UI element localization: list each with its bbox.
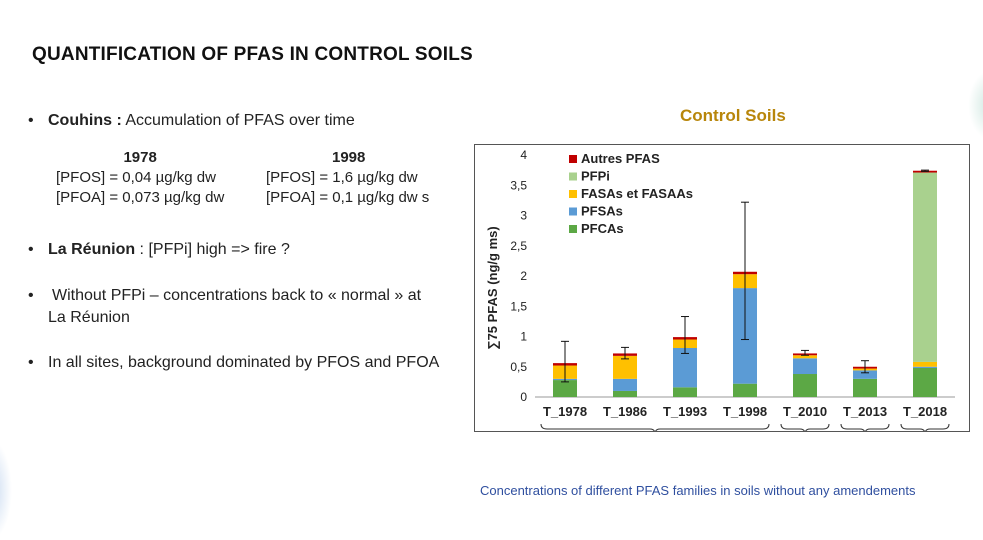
x-tick-label: T_1993 <box>663 404 707 419</box>
x-tick-label: T_1978 <box>543 404 587 419</box>
bullet-text-cont: La Réunion <box>48 309 130 326</box>
legend-label: PFCAs <box>581 221 624 236</box>
x-tick-label: T_1998 <box>723 404 767 419</box>
legend-swatch <box>569 225 577 233</box>
bullet-bold: La Réunion <box>48 241 136 258</box>
bar-segment <box>853 378 877 397</box>
legend-label: PFPi <box>581 169 610 184</box>
bullet-text: : [PFPi] high => fire ? <box>135 241 290 258</box>
bar-segment <box>673 347 697 388</box>
x-tick-label: T_2013 <box>843 404 887 419</box>
decor-shape-right <box>968 70 983 140</box>
y-tick-label: 4 <box>520 148 527 162</box>
y-tick-label: 1 <box>520 330 527 344</box>
y-tick-label: 2 <box>520 269 527 283</box>
decor-shape-left <box>0 440 12 540</box>
y-tick-label: 3,5 <box>510 178 527 192</box>
x-tick-label: T_2018 <box>903 404 947 419</box>
pfoa-value: [PFOA] = 0,1 µg/kg dw s <box>266 189 430 206</box>
bar-segment <box>733 383 757 397</box>
y-tick-label: 2,5 <box>510 239 527 253</box>
bar-segment <box>673 387 697 397</box>
legend-label: FASAs et FASAAs <box>581 186 693 201</box>
chart-title: Control Soils <box>680 106 786 125</box>
bar-segment <box>913 172 937 362</box>
group-brace <box>840 423 890 435</box>
y-tick-label: 1,5 <box>510 299 527 313</box>
bullet-dot: • <box>28 354 34 371</box>
bar-segment <box>913 361 937 367</box>
stacked-bar-chart: 0 0,5 1 1,5 2 2,5 3 3,5 4 T_1978 T_1986 T_1993 T_199… <box>485 148 955 453</box>
legend-swatch <box>569 172 577 181</box>
bullet-text: Without PFPi – concentrations back to « … <box>52 287 422 304</box>
legend-label: PFSAs <box>581 204 623 219</box>
legend-swatch <box>569 155 577 163</box>
chart-caption: Concentrations of different PFAS familie… <box>480 483 916 498</box>
y-tick-label: 0 <box>520 390 527 404</box>
slide-title: QUANTIFICATION OF PFAS IN CONTROL SOILS <box>32 44 473 65</box>
pfos-value: [PFOS] = 1,6 µg/kg dw <box>266 169 418 186</box>
group-brace <box>540 423 770 435</box>
legend-swatch <box>569 207 577 216</box>
bullet-bold: Couhins : <box>48 112 122 129</box>
bar-segment <box>613 390 637 397</box>
bar-segment <box>613 355 637 379</box>
bar-segment <box>913 367 937 397</box>
bullet-dot: • <box>28 241 34 258</box>
bullet-text: Accumulation of PFAS over time <box>121 112 355 129</box>
year-heading: 1998 <box>332 149 366 166</box>
legend-label: Autres PFAS <box>581 151 660 166</box>
legend-swatch <box>569 190 577 198</box>
x-tick-label: T_2010 <box>783 404 827 419</box>
bar-segment <box>613 378 637 391</box>
y-tick-label: 0,5 <box>510 360 527 374</box>
chart-frame: 0 0,5 1 1,5 2 2,5 3 3,5 4 T_1978 T_1986 T_1993 T_199… <box>474 144 970 453</box>
bar-segment <box>793 355 817 359</box>
bullet-dot: • <box>28 287 34 304</box>
year-block-1998: 1998 [PFOS] = 1,6 µg/kg dw [PFOA] = 0,1 … <box>266 148 429 208</box>
bullet-text: In all sites, background dominated by PF… <box>48 354 440 371</box>
x-tick-label: T_1986 <box>603 404 647 419</box>
year-heading: 1978 <box>123 149 157 166</box>
bar-segment <box>553 380 577 397</box>
y-axis-label: ∑75 PFAS (ng/g ms) <box>485 226 500 349</box>
bar-segment <box>853 370 877 379</box>
bar-segment <box>793 374 817 397</box>
year-block-1978: 1978 [PFOS] = 0,04 µg/kg dw [PFOA] = 0,0… <box>56 148 224 208</box>
y-tick-label: 3 <box>520 209 527 223</box>
bullet-dot: • <box>28 112 34 129</box>
group-brace <box>900 423 950 435</box>
bar-segment <box>793 358 817 375</box>
pfoa-value: [PFOA] = 0,073 µg/kg dw <box>56 189 225 206</box>
group-brace <box>780 423 830 435</box>
pfos-value: [PFOS] = 0,04 µg/kg dw <box>56 169 216 186</box>
bar-segment <box>913 366 937 368</box>
